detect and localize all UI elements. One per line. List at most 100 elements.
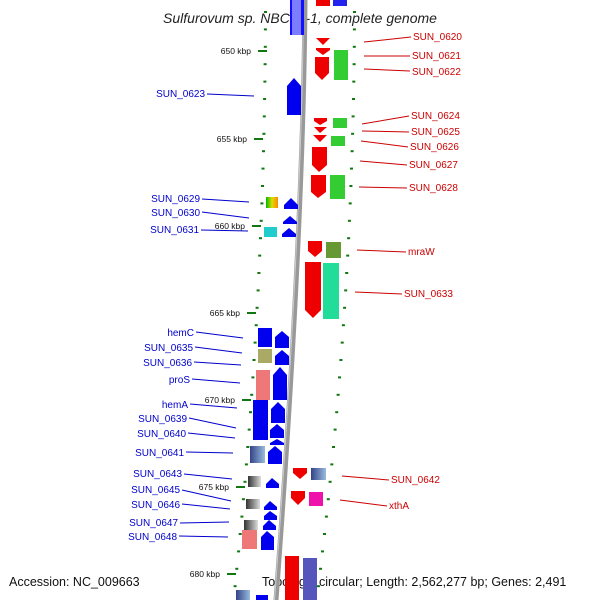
kbp-marker-670: 670 kbp [205, 395, 236, 405]
gene-block-SUN_0633 [323, 263, 339, 319]
gene-highlight [292, 0, 301, 35]
kbp-marker-650: 650 kbp [221, 46, 252, 56]
genome-backbone-highlight [274, 0, 304, 601]
accession-label: Accession: NC_009663 [9, 575, 140, 589]
minor-tick-left [247, 428, 251, 431]
gene-label-SUN_0629: SUN_0629 [151, 194, 200, 205]
minor-tick-right [324, 515, 328, 518]
minor-tick-right [333, 428, 337, 431]
gene-arrow-SUN_0621 [316, 48, 330, 55]
minor-tick-left [241, 498, 245, 501]
gene-block-SUN_0629 [266, 197, 278, 208]
minor-tick-left [254, 324, 258, 327]
gene-arrow-SUN_0647 [263, 520, 276, 530]
leader-line-SUN_0622 [363, 68, 411, 72]
gene-label-SUN_0645: SUN_0645 [131, 485, 180, 496]
minor-tick-right [330, 463, 334, 466]
gene-label-SUN_0623: SUN_0623 [156, 89, 205, 100]
minor-tick-right [343, 306, 347, 309]
minor-tick-left [252, 359, 256, 361]
gene-block-bottom [236, 590, 250, 600]
leader-line-SUN_0624 [361, 115, 410, 125]
leader-line-SUN_0625 [361, 130, 410, 133]
gene-label-SUN_0641: SUN_0641 [135, 448, 184, 459]
minor-tick-right [347, 237, 351, 240]
minor-tick-right [346, 254, 350, 257]
gene-block-xthA [309, 492, 323, 506]
minor-tick-left [261, 185, 264, 187]
gene-arrow-SUN_0648 [261, 531, 274, 550]
minor-tick-left [237, 550, 241, 553]
minor-tick-left [246, 446, 250, 448]
gene-arrow-hemC [275, 331, 289, 348]
gene-arrow-top [290, 0, 304, 35]
leader-line-SUN_0643 [183, 473, 233, 480]
gene-label-hemC: hemC [167, 328, 194, 339]
gene-block-bottom-purple [303, 558, 317, 600]
minor-tick-left [253, 341, 257, 344]
minor-tick-left [263, 63, 267, 66]
gene-label-mraW: mraW [408, 247, 435, 258]
minor-tick-right [352, 80, 356, 83]
gene-arrow-SUN_0623 [287, 78, 301, 115]
minor-tick-left [260, 202, 264, 205]
gene-arrow-top-reverse [316, 0, 330, 6]
gene-block-SUN_0631 [264, 227, 277, 237]
leader-line-SUN_0640 [187, 432, 236, 439]
gene-arrow-SUN_0624 [314, 118, 327, 125]
gene-arrow-bottom [256, 595, 268, 600]
minor-tick-left [263, 28, 267, 31]
minor-tick-right [349, 185, 353, 187]
gene-arrow-SUN_0640 [270, 439, 284, 445]
gene-arrow-SUN_0622 [315, 57, 329, 80]
minor-tick-right [351, 115, 355, 118]
gene-label-SUN_0624: SUN_0624 [411, 111, 460, 122]
minor-tick-left [244, 463, 248, 466]
minor-tick-left [262, 150, 265, 153]
gene-block-SUN_0626 [331, 136, 345, 146]
gene-arrow-SUN_0635 [275, 350, 289, 365]
minor-tick-left [238, 533, 242, 535]
minor-tick-right [326, 498, 330, 501]
gene-block-hemA [253, 400, 268, 440]
gene-label-xthA: xthA [389, 501, 409, 512]
minor-tick-right [323, 533, 326, 535]
gene-arrow-SUN_0631 [282, 228, 296, 237]
minor-tick-right [353, 11, 356, 13]
minor-tick-left [264, 11, 267, 13]
leader-line-SUN_0647 [179, 521, 230, 524]
minor-tick-left [240, 515, 244, 518]
kbp-marker-680: 680 kbp [190, 569, 221, 579]
gene-block-SUN_0647 [244, 520, 258, 530]
gene-label-SUN_0643: SUN_0643 [133, 469, 182, 480]
gene-arrow-SUN_0633 [305, 262, 321, 318]
minor-tick-right [347, 219, 351, 222]
gene-arrow-SUN_0639 [270, 424, 284, 438]
leader-line-SUN_0639 [188, 417, 237, 429]
minor-tick-right [352, 28, 356, 31]
minor-tick-left [251, 376, 255, 379]
leader-line-SUN_0646 [181, 503, 231, 510]
gene-block-SUN_0622 [334, 50, 348, 80]
topology-label: Topology: circular; Length: 2,562,277 bp… [262, 575, 566, 589]
minor-tick-right [328, 480, 332, 483]
reverse-strand-genes [285, 0, 348, 600]
gene-label-SUN_0621: SUN_0621 [412, 51, 461, 62]
minor-tick-right [336, 393, 340, 396]
gene-block-bottom-reverse [285, 556, 299, 600]
minor-tick-right [319, 567, 322, 570]
gene-arrow-SUN_0629 [284, 198, 298, 209]
leader-line-SUN_0642 [341, 475, 390, 481]
minor-tick-right [321, 550, 324, 553]
minor-tick-right [341, 324, 345, 327]
leader-line-xthA [339, 499, 388, 507]
gene-block-SUN_0646 [246, 499, 260, 509]
gene-block-mraW [326, 242, 341, 258]
leader-line-SUN_0635 [194, 346, 243, 354]
kbp-marker-655: 655 kbp [217, 134, 248, 144]
leader-line-SUN_0630 [201, 211, 250, 219]
gene-label-proS: proS [169, 375, 190, 386]
gene-arrow-SUN_0643 [266, 478, 279, 488]
